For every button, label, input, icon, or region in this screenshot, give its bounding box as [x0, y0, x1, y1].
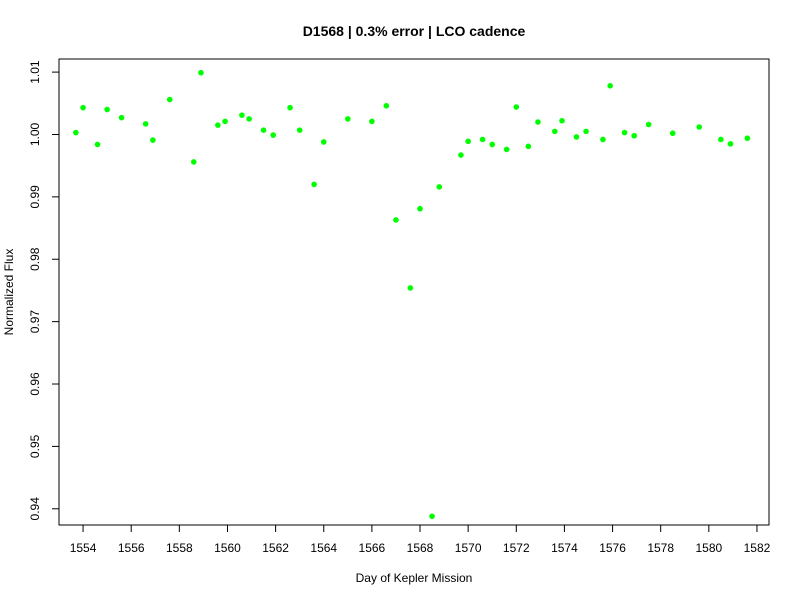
- data-point: [270, 132, 277, 138]
- data-point: [631, 132, 638, 139]
- data-point: [260, 127, 267, 133]
- data-point: [744, 135, 751, 142]
- data-point: [150, 137, 156, 143]
- data-point: [198, 69, 204, 76]
- x-tick-label: 1568: [407, 541, 434, 555]
- data-point: [621, 129, 628, 136]
- data-point: [465, 138, 471, 145]
- data-point: [429, 513, 435, 520]
- data-point: [104, 106, 110, 113]
- data-point: [407, 285, 414, 291]
- y-tick-label: 0.95: [28, 434, 42, 458]
- data-point: [246, 116, 252, 122]
- x-tick-label: 1572: [503, 541, 530, 555]
- data-point: [393, 217, 399, 223]
- data-point: [479, 136, 486, 143]
- data-point: [239, 112, 245, 118]
- y-tick-label: 1.00: [28, 122, 42, 146]
- x-tick-label: 1582: [744, 541, 771, 555]
- data-point: [503, 146, 510, 153]
- y-axis: 0.94 0.95 0.96 0.97 0.98 0.99 1.00 1.01: [28, 60, 59, 520]
- x-tick-label: 1570: [455, 541, 482, 555]
- data-point: [215, 122, 221, 128]
- data-point: [535, 119, 541, 125]
- y-tick-label: 0.98: [28, 247, 42, 271]
- y-tick-label: 0.96: [28, 372, 42, 396]
- data-point: [80, 104, 86, 111]
- data-point: [166, 96, 173, 103]
- data-point: [600, 136, 606, 143]
- y-axis-label: Normalized Flux: [2, 249, 16, 336]
- data-point: [513, 104, 520, 110]
- y-tick-label: 0.97: [28, 310, 42, 334]
- data-point: [287, 104, 293, 111]
- x-tick-label: 1576: [599, 541, 626, 555]
- data-point: [525, 143, 532, 150]
- x-tick-label: 1556: [118, 541, 145, 555]
- x-axis-label: Day of Kepler Mission: [356, 571, 473, 585]
- y-tick-label: 0.99: [28, 185, 42, 209]
- data-point: [296, 127, 303, 133]
- data-point: [383, 102, 390, 109]
- data-point: [559, 117, 565, 124]
- data-points: [73, 69, 751, 520]
- data-point: [436, 184, 443, 190]
- data-point: [118, 114, 125, 121]
- data-point: [320, 139, 327, 145]
- data-point: [727, 141, 734, 147]
- data-point: [645, 121, 652, 128]
- data-point: [573, 134, 580, 140]
- data-point: [607, 83, 613, 89]
- x-tick-label: 1562: [262, 541, 289, 555]
- x-tick-label: 1554: [70, 541, 97, 555]
- x-tick-label: 1578: [647, 541, 674, 555]
- data-point: [311, 181, 317, 188]
- chart-title: D1568 | 0.3% error | LCO cadence: [303, 23, 526, 39]
- x-tick-label: 1574: [551, 541, 578, 555]
- data-point: [669, 130, 676, 137]
- x-tick-label: 1560: [214, 541, 241, 555]
- x-tick-label: 1580: [695, 541, 722, 555]
- y-tick-label: 0.94: [28, 497, 42, 521]
- x-tick-label: 1558: [166, 541, 193, 555]
- data-point: [696, 124, 703, 130]
- data-point: [222, 118, 228, 125]
- data-point: [94, 141, 101, 148]
- data-point: [458, 152, 464, 158]
- data-point: [190, 159, 197, 165]
- plot-frame: [58, 58, 770, 526]
- data-point: [718, 136, 724, 143]
- y-tick-label: 1.01: [28, 60, 42, 84]
- data-point: [417, 205, 423, 212]
- data-point: [73, 129, 79, 136]
- x-tick-label: 1566: [359, 541, 386, 555]
- data-point: [142, 121, 149, 127]
- data-point: [345, 116, 351, 122]
- x-axis: 1554 1556 1558 1560 1562 1564 1566 1568 1570 1572…: [70, 525, 771, 555]
- data-point: [583, 128, 589, 135]
- x-tick-label: 1564: [310, 541, 337, 555]
- data-point: [551, 128, 558, 135]
- data-point: [369, 118, 375, 125]
- data-point: [489, 141, 496, 148]
